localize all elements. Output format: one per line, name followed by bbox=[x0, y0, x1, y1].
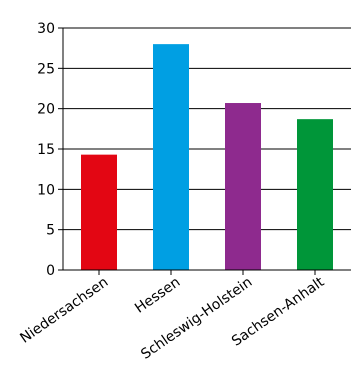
y-tick-label: 20 bbox=[37, 102, 55, 118]
bar-sachsen-anhalt bbox=[297, 119, 333, 270]
bar-schleswig-holstein bbox=[225, 103, 261, 271]
y-tick-label: 25 bbox=[37, 61, 55, 77]
bars bbox=[81, 44, 333, 271]
bar-niedersachsen bbox=[81, 154, 117, 270]
bar-hessen bbox=[153, 44, 189, 271]
x-category-label: Niedersachsen bbox=[17, 274, 111, 346]
y-tick-label: 10 bbox=[37, 182, 55, 198]
x-category-labels: Niedersachsen HessenSchleswig-HolsteinSac… bbox=[17, 270, 328, 363]
y-tick-label: 15 bbox=[37, 142, 55, 158]
y-tick-label: 5 bbox=[46, 223, 55, 239]
x-category-label: Hessen bbox=[132, 274, 183, 316]
y-tick-labels: 0 5 10 15 20 25 30 bbox=[37, 21, 63, 279]
y-tick-label: 30 bbox=[37, 21, 55, 37]
y-tick-label: 0 bbox=[46, 263, 55, 279]
